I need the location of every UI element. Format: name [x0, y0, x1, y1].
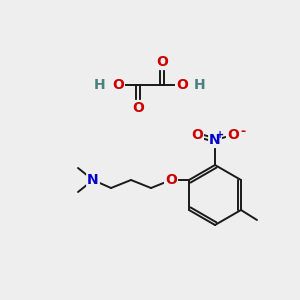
Text: -: -	[240, 124, 246, 137]
Text: O: O	[176, 78, 188, 92]
Text: +: +	[216, 130, 224, 140]
Text: N: N	[209, 133, 221, 147]
Text: O: O	[165, 173, 177, 187]
Text: H: H	[94, 78, 106, 92]
Text: H: H	[194, 78, 206, 92]
Text: O: O	[227, 128, 239, 142]
Text: N: N	[87, 173, 99, 187]
Text: O: O	[191, 128, 203, 142]
Text: O: O	[156, 55, 168, 69]
Text: O: O	[112, 78, 124, 92]
Text: O: O	[132, 101, 144, 115]
